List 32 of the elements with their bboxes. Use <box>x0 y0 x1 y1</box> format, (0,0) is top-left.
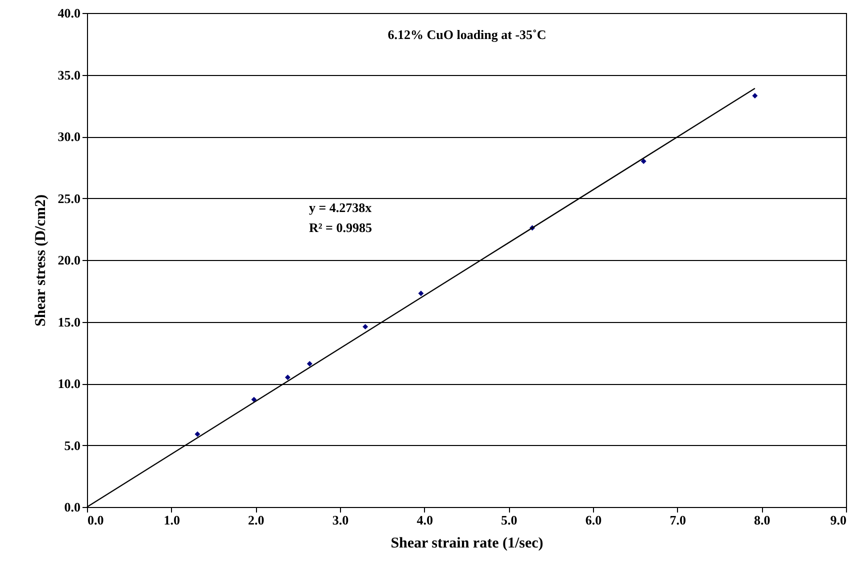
annotation: y = 4.2738x <box>309 200 372 215</box>
point <box>284 374 290 380</box>
x-tick-label: 8.0 <box>754 512 770 528</box>
x-tick-label: 5.0 <box>501 512 518 528</box>
x-tick-label: 4.0 <box>416 512 433 528</box>
y-tick-label: 25.0 <box>58 190 80 206</box>
y-tick-label: 0.0 <box>64 500 80 514</box>
y-tick-label: 5.0 <box>64 438 80 453</box>
point <box>362 324 368 330</box>
annotation: R² = 0.9985 <box>309 220 372 235</box>
y-tick-label: 40.0 <box>58 6 80 20</box>
x-tick-label: 7.0 <box>670 512 686 528</box>
x-tick-label: 3.0 <box>332 512 349 528</box>
x-tick-label: 0.0 <box>88 512 104 528</box>
y-tick-label: 35.0 <box>58 67 80 82</box>
x-tick-label: 9.0 <box>830 512 846 528</box>
y-tick-label: 20.0 <box>58 252 80 268</box>
text: 6.12% CuO loading at -35˚C <box>388 27 546 42</box>
point <box>194 431 200 437</box>
y-tick-label: 10.0 <box>58 376 80 391</box>
y-axis-title: Shear stress (D/cm2) <box>32 194 49 326</box>
x-axis-title: Shear strain rate (1/sec) <box>390 536 544 552</box>
point <box>418 290 424 296</box>
point <box>306 361 312 366</box>
x-tick-label: 2.0 <box>248 512 264 528</box>
y-tick-label: 15.0 <box>58 314 80 330</box>
x-tick-label: 6.0 <box>585 512 602 528</box>
point <box>251 396 257 402</box>
x-tick-label: 1.0 <box>164 512 180 528</box>
y-tick-label: 30.0 <box>58 129 80 144</box>
point <box>640 158 646 164</box>
point <box>752 93 758 98</box>
